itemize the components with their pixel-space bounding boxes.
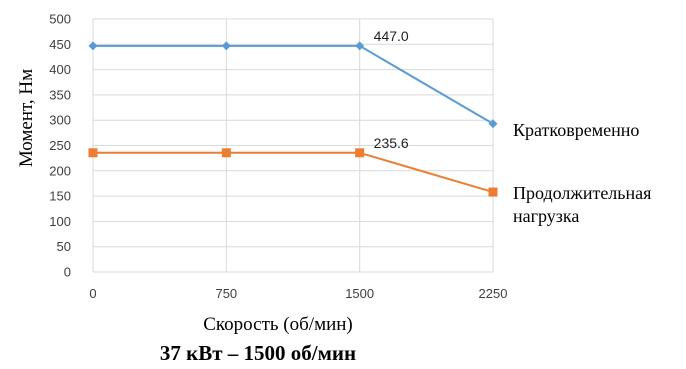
y-tick-label: 350 — [49, 87, 71, 102]
series-2-point — [222, 148, 231, 157]
y-tick-label: 500 — [49, 12, 71, 27]
y-tick-label: 50 — [57, 239, 71, 254]
y-tick-label: 450 — [49, 37, 71, 52]
x-tick-label: 750 — [215, 286, 237, 301]
legend-label-series-2-line-2: нагрузка — [513, 206, 579, 226]
y-tick-label: 250 — [49, 138, 71, 153]
series-2-point — [89, 148, 98, 157]
y-tick-label: 200 — [49, 163, 71, 178]
x-axis-label: Скорость (об/мин) — [203, 314, 353, 335]
value-annotation: 447.0 — [374, 28, 409, 44]
x-tick-labels: 0 750 1500 2250 — [89, 286, 507, 301]
series-2-point — [355, 148, 364, 157]
series-markers — [89, 41, 498, 196]
x-tick-label: 2250 — [479, 286, 508, 301]
series-line-1 — [93, 46, 493, 124]
series-lines — [93, 46, 493, 192]
series-1-point — [222, 41, 231, 50]
series-1-point — [89, 41, 98, 50]
y-tick-labels: 0 50 100 150 200 250 300 350 400 450 500 — [49, 12, 71, 280]
y-tick-label: 300 — [49, 113, 71, 128]
series-1-point — [355, 41, 364, 50]
y-tick-label: 100 — [49, 214, 71, 229]
data-annotations: 447.0 235.6 — [374, 28, 409, 151]
chart-footer-title: 37 кВт – 1500 об/мин — [160, 341, 356, 365]
legend-label-series-2-line-1: Продолжительная — [513, 183, 651, 203]
series-2-point — [489, 188, 498, 197]
legend-label-series-1: Кратковременно — [513, 120, 639, 140]
series-line-2 — [93, 153, 493, 192]
y-tick-label: 0 — [64, 265, 71, 280]
y-tick-label: 150 — [49, 189, 71, 204]
value-annotation: 235.6 — [374, 135, 409, 151]
x-tick-label: 0 — [89, 286, 96, 301]
x-tick-label: 1500 — [345, 286, 374, 301]
grid — [93, 19, 493, 272]
y-tick-label: 400 — [49, 62, 71, 77]
y-axis-label: Момент, Нм — [16, 69, 37, 167]
